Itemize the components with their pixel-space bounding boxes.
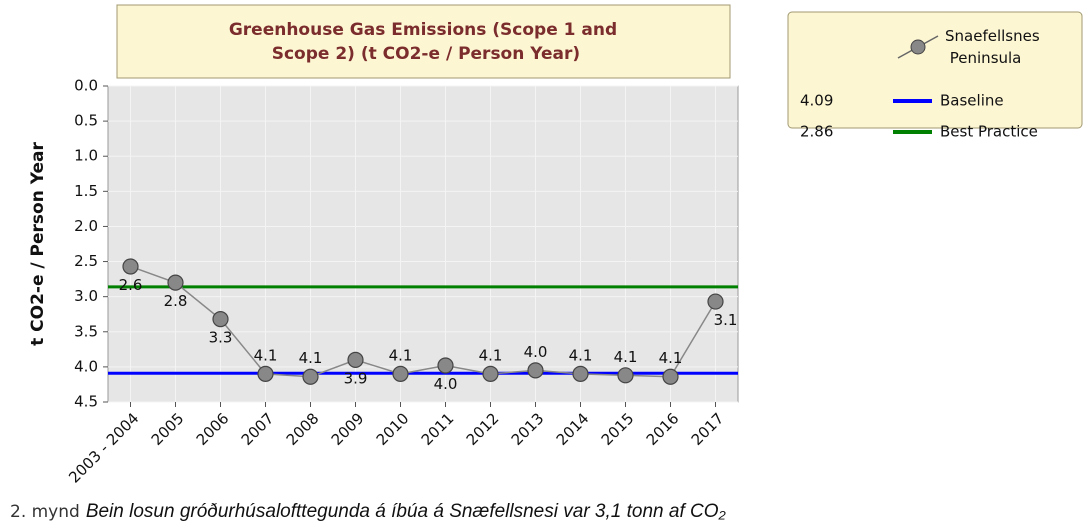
- x-tick-label: 2016: [643, 409, 683, 449]
- data-label: 4.0: [434, 375, 458, 393]
- y-tick-label: 0.0: [74, 77, 98, 95]
- y-tick-label: 3.5: [74, 322, 98, 340]
- data-point: [392, 365, 409, 383]
- y-tick-label: 0.5: [74, 112, 98, 130]
- data-label: 4.1: [389, 346, 413, 364]
- data-label: 3.1: [714, 311, 738, 329]
- grid: [108, 85, 738, 403]
- x-tick-label: 2007: [238, 409, 278, 449]
- legend-label: Baseline: [940, 92, 1004, 110]
- data-point: [347, 351, 364, 368]
- x-tick-label: 2012: [463, 409, 503, 449]
- data-point: [122, 258, 139, 275]
- data-point: [707, 293, 724, 310]
- caption-label: 2. mynd: [10, 502, 80, 522]
- data-point: [437, 357, 454, 374]
- caption-text: Bein losun gróðurhúsalofttegunda á íbúa …: [86, 501, 727, 522]
- x-tick-label: 2017: [688, 409, 728, 449]
- legend-box: [787, 11, 1083, 129]
- y-tick-label: 1.0: [74, 147, 98, 165]
- legend-value: 4.09: [800, 92, 833, 110]
- data-label: 4.1: [479, 346, 503, 364]
- data-point: [527, 362, 544, 379]
- legend-value: 2.86: [800, 123, 833, 141]
- legend-marker: [910, 39, 926, 55]
- data-point: [257, 365, 274, 383]
- x-tick-label: 2006: [193, 409, 233, 449]
- y-tick-label: 2.0: [74, 217, 98, 235]
- data-label: 4.1: [614, 348, 638, 366]
- y-tick-label: 4.5: [74, 393, 98, 411]
- x-tick-label: 2009: [328, 409, 368, 449]
- y-tick-label: 1.5: [74, 182, 98, 200]
- x-tick-label: 2014: [553, 409, 593, 449]
- data-label: 2.8: [164, 292, 188, 310]
- data-point: [302, 368, 319, 385]
- data-label: 4.1: [254, 346, 278, 364]
- data-label: 4.1: [299, 349, 323, 367]
- chart-title: Greenhouse Gas Emissions (Scope 1 and Sc…: [229, 20, 617, 64]
- x-tick-label: 2010: [373, 409, 413, 449]
- data-point: [617, 367, 634, 384]
- data-label: 3.3: [209, 329, 233, 347]
- data-label: 2.6: [119, 276, 143, 294]
- data-point: [572, 365, 589, 383]
- legend-label: Snaefellsnes Peninsula: [945, 27, 1040, 67]
- plot-area: [107, 85, 739, 403]
- x-tick-label: 2003 - 2004: [65, 409, 142, 486]
- data-point: [167, 274, 184, 291]
- caption: 2. mynd Bein losun gróðurhúsalofttegunda …: [10, 501, 726, 522]
- data-label: 3.9: [344, 369, 368, 387]
- data-label: 4.0: [524, 343, 548, 361]
- x-tick-label: 2011: [418, 409, 458, 449]
- data-label: 4.1: [659, 349, 683, 367]
- data-point: [662, 368, 679, 385]
- title-box: [116, 4, 731, 79]
- x-tick-label: 2008: [283, 409, 323, 449]
- y-tick-label: 4.0: [74, 357, 98, 375]
- y-axis-label: t CO2-e / Person Year: [28, 142, 48, 346]
- x-tick-label: 2013: [508, 409, 548, 449]
- data-point: [212, 311, 229, 328]
- y-tick-label: 3.0: [74, 287, 98, 305]
- data-label: 4.1: [569, 346, 593, 364]
- x-tick-label: 2005: [148, 409, 188, 449]
- x-tick-label: 2015: [598, 409, 638, 449]
- legend-label: Best Practice: [940, 123, 1038, 141]
- data-point: [482, 365, 499, 383]
- y-tick-label: 2.5: [74, 252, 98, 270]
